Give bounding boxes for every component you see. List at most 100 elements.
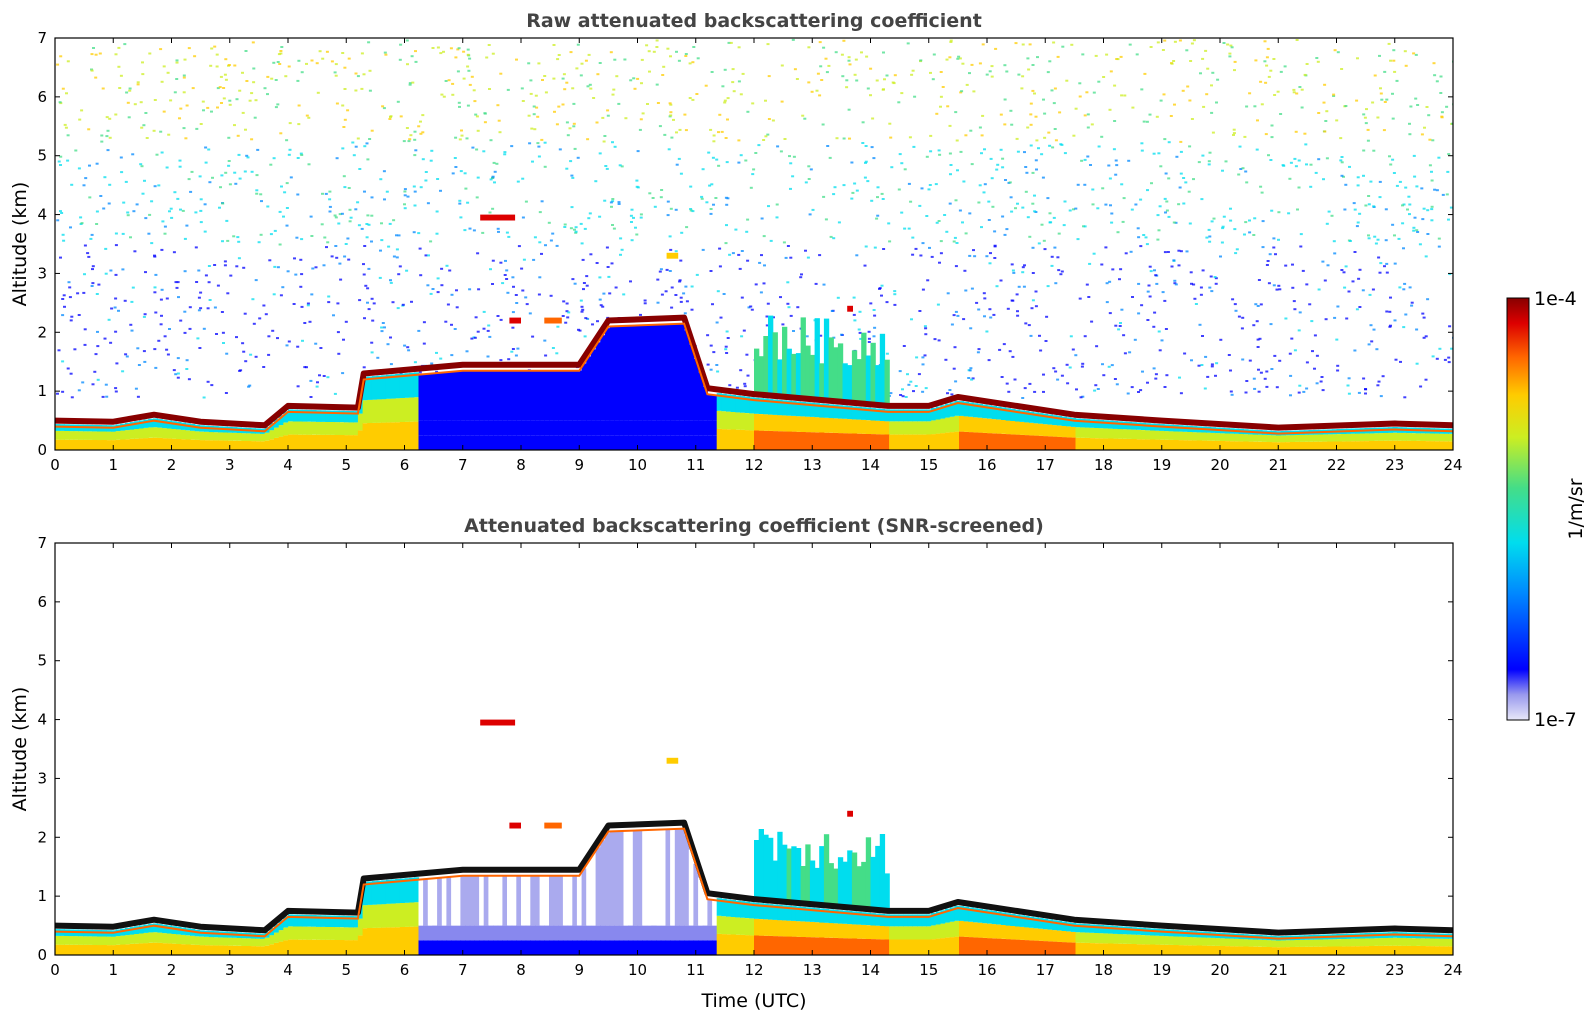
noise-dot <box>1140 304 1144 307</box>
y-tick-label: 7 <box>37 534 47 552</box>
backscatter-cell <box>1145 935 1151 945</box>
noise-dot <box>588 212 592 215</box>
noise-dot <box>1430 208 1434 211</box>
backscatter-cell <box>1140 430 1147 440</box>
noise-dot <box>239 369 243 372</box>
backscatter-cell <box>274 942 280 955</box>
noise-dot <box>1267 75 1271 78</box>
noise-dot <box>655 46 659 48</box>
x-tick-label: 10 <box>628 961 647 979</box>
noise-dot <box>283 191 287 194</box>
noise-dot <box>1199 293 1203 296</box>
noise-dot <box>1137 312 1141 315</box>
backscatter-cell <box>143 438 149 450</box>
backscatter-cell <box>69 431 75 440</box>
noise-dot <box>511 326 515 329</box>
backscatter-cell <box>1015 939 1021 955</box>
backscatter-cell <box>1308 946 1314 955</box>
noise-dot <box>105 135 109 138</box>
noise-dot <box>664 290 668 293</box>
backscatter-cell <box>451 925 457 941</box>
backscatter-cell <box>805 416 811 433</box>
noise-dot <box>718 247 722 250</box>
noise-dot <box>659 196 663 199</box>
backscatter-cell <box>814 867 820 905</box>
noise-dot <box>1385 310 1389 313</box>
noise-dot <box>535 106 539 109</box>
noise-dot <box>278 63 282 65</box>
noise-dot <box>1157 229 1161 232</box>
noise-dot <box>819 65 823 68</box>
noise-dot <box>767 205 770 208</box>
backscatter-cell <box>1299 441 1305 450</box>
backscatter-cell <box>884 926 890 940</box>
backscatter-cell <box>604 328 611 421</box>
noise-dot <box>414 50 417 53</box>
noise-dot <box>855 254 859 257</box>
x-tick-label: 3 <box>225 961 235 979</box>
backscatter-cell <box>171 934 177 944</box>
noise-dot <box>1160 339 1164 342</box>
backscatter-cell <box>474 875 480 926</box>
backscatter-cell <box>660 324 667 421</box>
noise-dot <box>989 316 993 319</box>
cloud-feature <box>544 822 562 829</box>
noise-dot <box>1315 57 1319 59</box>
backscatter-cell <box>614 435 620 450</box>
noise-dot <box>630 239 634 242</box>
backscatter-cell <box>283 435 289 450</box>
backscatter-cell <box>371 904 378 928</box>
noise-dot <box>1353 251 1357 253</box>
noise-dot <box>1150 182 1153 185</box>
noise-dot <box>1424 255 1428 258</box>
backscatter-cell <box>1327 946 1333 955</box>
noise-dot <box>334 63 338 66</box>
backscatter-cell <box>1299 434 1305 442</box>
noise-dot <box>598 276 602 279</box>
noise-dot <box>66 134 70 137</box>
backscatter-cell <box>782 905 788 921</box>
noise-dot <box>712 351 716 354</box>
noise-dot <box>343 66 347 69</box>
noise-dot <box>870 146 874 149</box>
backscatter-cell <box>134 421 140 429</box>
noise-dot <box>721 85 725 88</box>
backscatter-cell <box>674 940 681 955</box>
backscatter-cell <box>828 432 834 450</box>
noise-dot <box>524 200 528 203</box>
noise-dot <box>1272 246 1276 249</box>
noise-dot <box>237 257 241 260</box>
backscatter-cell <box>884 421 890 435</box>
y-tick-label: 2 <box>37 828 47 846</box>
noise-dot <box>1427 114 1431 117</box>
backscatter-cell <box>698 877 704 926</box>
backscatter-cell <box>292 939 298 955</box>
noise-dot <box>1265 64 1269 67</box>
backscatter-cell <box>334 435 340 450</box>
backscatter-cell <box>1028 916 1035 928</box>
noise-dot <box>165 297 169 300</box>
noise-dot <box>563 223 567 226</box>
noise-dot <box>1085 91 1089 94</box>
x-tick-label: 24 <box>1443 961 1462 979</box>
backscatter-cell <box>684 940 690 955</box>
noise-dot <box>744 159 748 162</box>
backscatter-cell <box>274 932 280 943</box>
noise-dot <box>422 321 426 324</box>
noise-dot <box>737 139 741 142</box>
noise-dot <box>990 75 994 78</box>
noise-dot <box>1207 160 1211 163</box>
noise-dot <box>630 221 633 223</box>
noise-dot <box>175 61 179 64</box>
noise-dot <box>1275 386 1279 389</box>
noise-dot <box>1174 221 1178 224</box>
noise-dot <box>314 342 318 345</box>
backscatter-cell <box>525 875 531 926</box>
backscatter-cell <box>572 875 578 926</box>
backscatter-cell <box>702 892 708 926</box>
noise-dot <box>87 128 91 131</box>
noise-dot <box>354 145 358 148</box>
noise-dot <box>701 248 705 251</box>
noise-dot <box>487 324 491 327</box>
backscatter-cell <box>856 938 862 955</box>
